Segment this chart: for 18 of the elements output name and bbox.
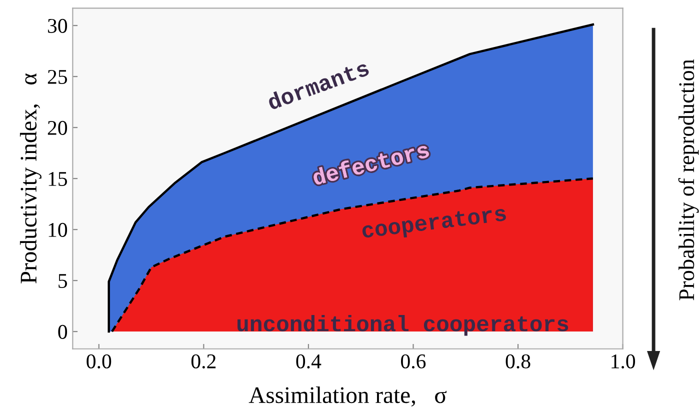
annotation: unconditional cooperators [238,315,568,336]
x-axis-title: Assimilation rate, σ [248,386,447,407]
x-tick-label: 0.8 [506,354,530,368]
y-tick-label: 0 [58,324,68,339]
x-tick-label: 0.0 [86,354,112,368]
y-tick-label: 5 [58,274,68,288]
annotation: cooperators [361,206,507,242]
y-tick-label: 30 [48,18,68,33]
y-tick-label: 10 [48,222,68,237]
y2-axis-title: Probability of reproduction [678,59,699,300]
x-tick-label: 1.0 [612,354,636,368]
y-tick-label: 15 [48,172,68,186]
x-tick-label: 0.2 [191,354,216,368]
y-tick-label: 20 [48,120,68,135]
x-tick-label: 0.4 [296,354,322,368]
y-tick-label: 25 [48,70,68,84]
x-tick-label: 0.6 [401,354,426,368]
y-axis-title: Productivity index, α [20,74,42,284]
